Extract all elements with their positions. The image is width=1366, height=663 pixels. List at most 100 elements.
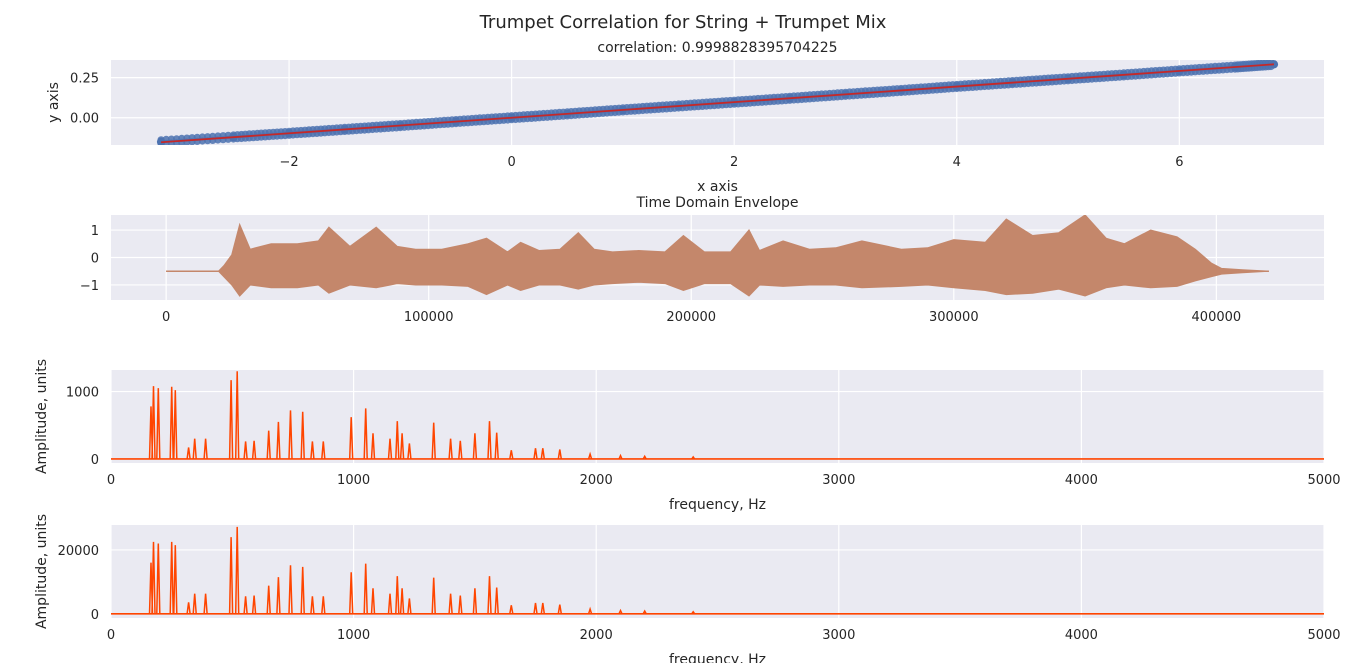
spectrum-peak xyxy=(642,609,647,615)
plot-title: correlation: 0.9998828395704225 xyxy=(597,40,837,56)
x-tick-label: 0 xyxy=(162,310,170,325)
spectrum-peak xyxy=(169,386,174,460)
spectrum-peak xyxy=(251,595,257,614)
spectrum-peak xyxy=(192,593,197,614)
spectrum-peak xyxy=(395,576,400,614)
x-tick-label: 0 xyxy=(507,155,515,170)
spectrum-peak xyxy=(494,432,499,460)
spectrum-peak xyxy=(156,388,161,460)
plot-area xyxy=(111,371,1324,460)
spectrum-peak xyxy=(186,447,191,460)
y-tick-label: 1000 xyxy=(66,386,99,401)
spectrum-peak xyxy=(370,433,376,460)
spectrum-peak xyxy=(186,602,191,614)
spectrum-peak xyxy=(243,596,248,614)
spectrum-peak xyxy=(431,422,436,460)
spectrum-peak xyxy=(310,596,315,614)
spectrum-peak xyxy=(509,605,514,614)
y-tick-label: 0 xyxy=(91,252,99,267)
spectrum-peak xyxy=(243,441,248,460)
spectrum-peak xyxy=(387,438,393,460)
spectrum-peak xyxy=(234,371,240,460)
spectrum-peak xyxy=(203,438,208,460)
spectrum-peak xyxy=(458,595,463,614)
spectrum-peak xyxy=(618,453,623,460)
spectrum-peak xyxy=(228,380,234,460)
y-tick-label: 20000 xyxy=(58,544,99,559)
x-tick-label: 100000 xyxy=(404,310,454,325)
spectrum-peak xyxy=(487,421,492,460)
x-tick-label: 2000 xyxy=(580,473,613,488)
x-tick-label: 6 xyxy=(1175,155,1183,170)
spectrum-peak xyxy=(300,566,305,614)
spectrum-peak xyxy=(448,593,453,614)
spectrum-peak xyxy=(387,593,393,614)
x-tick-label: 2000 xyxy=(580,628,613,643)
x-axis-label: frequency, Hz xyxy=(669,652,766,663)
spectrum-peak xyxy=(494,587,499,614)
x-tick-label: 400000 xyxy=(1192,310,1242,325)
spectrum-peak xyxy=(587,451,593,460)
x-tick-label: 2 xyxy=(730,155,738,170)
spectrum-peak xyxy=(234,526,240,614)
spectrum-peak xyxy=(203,593,208,614)
spectrum-peak xyxy=(407,598,412,614)
amplitude-spectrum-plot-2: 0 1000 2000 3000 4000 5000 0 20000 frequency, Hz… xyxy=(34,514,1341,663)
spectrum-peak xyxy=(691,455,696,460)
y-tick-label: 0.25 xyxy=(70,72,99,87)
spectrum-peak xyxy=(458,440,463,460)
scatter-point xyxy=(156,137,166,145)
x-tick-label: 200000 xyxy=(666,310,716,325)
time-domain-envelope-plot: 0 100000 200000 300000 400000 −1 0 1 Time Domain… xyxy=(80,195,1324,325)
y-tick-label: 0.00 xyxy=(70,112,99,127)
y-tick-label: 1 xyxy=(91,224,99,239)
spectrum-peak xyxy=(587,606,593,615)
y-axis-label: Amplitude, units xyxy=(34,359,50,474)
spectrum-peak xyxy=(173,390,178,460)
fit-line xyxy=(161,63,1274,144)
spectrum-peak xyxy=(363,408,368,460)
spectrum-peak xyxy=(228,537,234,614)
spectrum-peak xyxy=(399,588,405,614)
spectrum-peak xyxy=(151,386,156,460)
spectrum-peak xyxy=(370,588,376,614)
spectrum-peak xyxy=(691,610,696,615)
x-tick-label: 4000 xyxy=(1065,628,1098,643)
spectrum-peak xyxy=(395,421,400,460)
spectrum-peak xyxy=(472,433,478,460)
plot-title: Time Domain Envelope xyxy=(635,195,798,211)
spectrum-peak xyxy=(251,440,257,460)
x-tick-label: −2 xyxy=(279,155,298,170)
x-tick-label: 4 xyxy=(953,155,961,170)
x-tick-label: 1000 xyxy=(337,473,370,488)
spectrum-peak xyxy=(407,443,412,460)
spectrum-peak xyxy=(169,541,174,614)
spectrum-peak xyxy=(173,545,178,614)
y-tick-label: 0 xyxy=(91,608,99,623)
figure-title: Trumpet Correlation for String + Trumpet… xyxy=(479,12,887,33)
x-tick-label: 3000 xyxy=(822,473,855,488)
spectrum-peak xyxy=(533,448,538,460)
amplitude-spectrum-plot-1: 0 1000 2000 3000 4000 5000 0 1000 frequency, Hz A… xyxy=(34,359,1341,513)
spectrum-peak xyxy=(487,576,492,614)
spectrum-peak xyxy=(156,543,161,614)
spectrum-peak xyxy=(266,585,271,614)
spectrum-peak xyxy=(618,608,623,615)
correlation-scatter-plot: −2 0 2 4 6 0.00 0.25 correlation: 0.99988283957… xyxy=(46,40,1324,195)
x-tick-label: 300000 xyxy=(929,310,979,325)
spectrum-peak xyxy=(192,438,197,460)
spectrum-peak xyxy=(266,430,271,460)
spectrum-peak xyxy=(321,596,326,614)
spectrum-peak xyxy=(363,563,368,614)
spectrum-peak xyxy=(288,410,293,460)
spectrum-peak xyxy=(431,577,436,614)
spectrum-peak xyxy=(321,441,326,460)
spectrum-peak xyxy=(472,588,478,614)
spectrum-peak xyxy=(540,602,546,614)
spectrum-peak xyxy=(533,602,538,614)
spectrum-peak xyxy=(276,577,281,614)
x-tick-label: 3000 xyxy=(822,628,855,643)
y-tick-label: 0 xyxy=(91,453,99,468)
plot-background xyxy=(111,370,1324,463)
